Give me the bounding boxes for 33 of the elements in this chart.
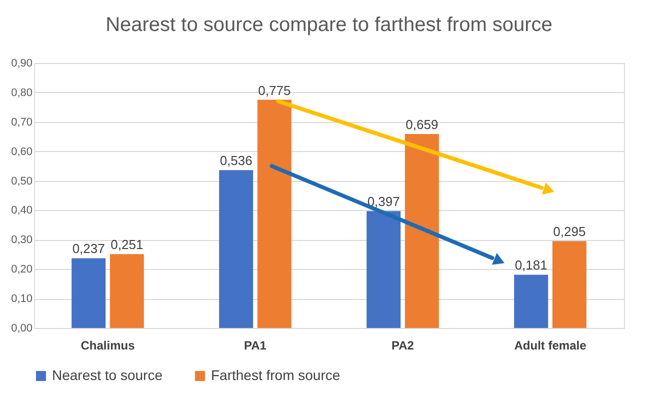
x-tick-label: Chalimus xyxy=(80,338,136,352)
y-tick-label: 0,50 xyxy=(11,175,32,188)
y-tick-label: 0,40 xyxy=(11,204,32,217)
data-label: 0,775 xyxy=(258,82,291,98)
y-tick-label: 0,80 xyxy=(11,86,32,99)
y-tick-label: 0,30 xyxy=(11,234,32,246)
legend-label: Farthest from source xyxy=(211,367,340,383)
data-label: 0,181 xyxy=(514,258,548,273)
y-tick-label: 0,60 xyxy=(11,146,32,158)
bar xyxy=(552,241,586,328)
data-label: 0,659 xyxy=(406,116,438,132)
y-tick-label: 0,10 xyxy=(11,293,32,306)
bar xyxy=(514,274,548,328)
bar xyxy=(72,258,106,328)
x-tick-label: PA1 xyxy=(244,338,267,352)
chart-title: Nearest to source compare to farthest from source xyxy=(106,14,552,36)
y-tick-label: 0,90 xyxy=(11,58,32,70)
data-label: 0,237 xyxy=(72,241,105,256)
data-label: 0,295 xyxy=(553,224,586,240)
y-tick-label: 0,20 xyxy=(11,264,32,276)
data-label: 0,397 xyxy=(367,194,400,210)
bar xyxy=(257,100,292,328)
legend-label: Nearest to source xyxy=(52,367,163,383)
bar xyxy=(404,134,439,328)
bar xyxy=(219,170,254,328)
x-tick-label: PA2 xyxy=(392,338,414,352)
bar xyxy=(110,254,144,328)
x-tick-label: Adult female xyxy=(514,338,587,352)
y-tick-label: 0,00 xyxy=(11,322,32,334)
data-label: 0,536 xyxy=(220,153,252,168)
data-label: 0,251 xyxy=(110,237,144,252)
y-tick-label: 0,70 xyxy=(11,116,32,128)
bar xyxy=(366,211,401,328)
